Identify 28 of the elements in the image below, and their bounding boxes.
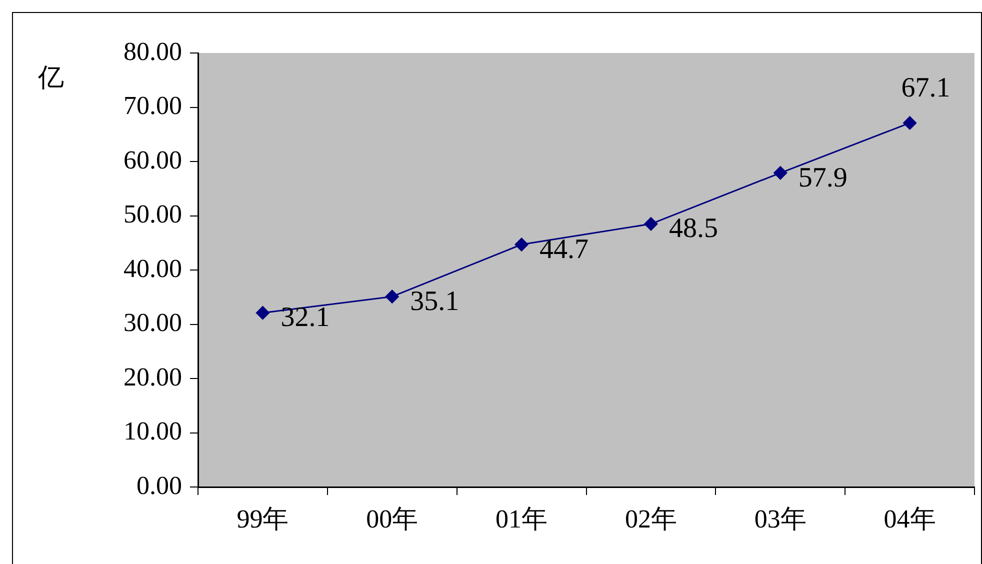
x-tick-label: 00年 [366, 504, 418, 534]
x-tick-label: 03年 [754, 504, 806, 534]
x-tick-label: 01年 [496, 504, 548, 534]
data-label: 48.5 [668, 213, 718, 244]
x-tick-label: 04年 [884, 504, 936, 534]
data-label: 32.1 [280, 302, 330, 334]
y-tick-label: 60.00 [124, 145, 182, 174]
x-tick-label: 02年 [624, 504, 677, 534]
point [514, 238, 528, 252]
y-tick-label: 80.00 [124, 36, 182, 66]
y-tick-label: 20.00 [124, 362, 182, 392]
point [644, 217, 658, 231]
data-label: 67.1 [901, 72, 950, 104]
point [385, 290, 399, 304]
point [903, 116, 917, 130]
y-tick-label: 0.00 [136, 470, 182, 500]
y-axis-title: 亿 [37, 62, 64, 92]
y-tick-label: 70.00 [124, 91, 182, 120]
y-tick-label: 40.00 [124, 254, 182, 283]
y-tick-label: 50.00 [124, 200, 182, 229]
point [256, 306, 270, 320]
data-label: 57.9 [798, 162, 848, 194]
data-label: 35.1 [410, 286, 460, 317]
y-tick-label: 10.00 [124, 416, 182, 446]
y-tick-label: 30.00 [124, 308, 182, 338]
x-tick-label: 99年 [236, 504, 289, 534]
data-label: 44.7 [540, 234, 589, 265]
point [774, 166, 788, 180]
